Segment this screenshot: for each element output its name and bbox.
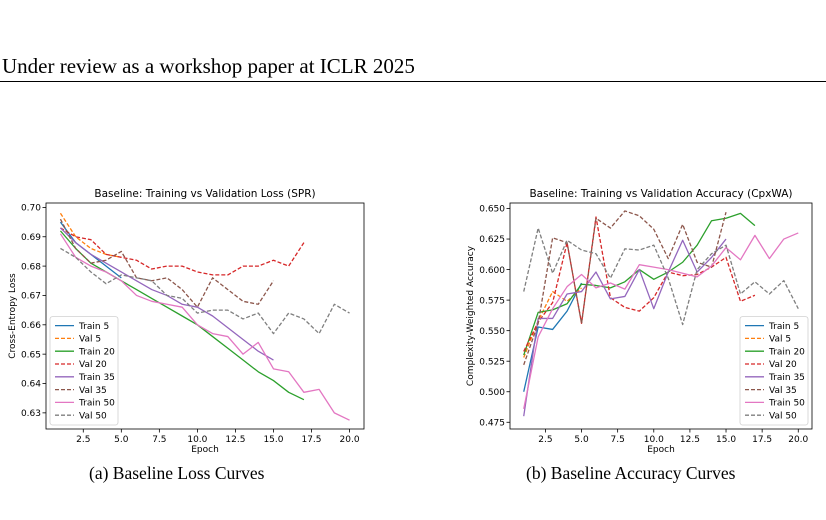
y-tick-label-acc-1: 0.500 (479, 388, 505, 398)
x-tick-label-loss-2: 7.5 (152, 435, 166, 445)
page-header: Under review as a workshop paper at ICLR… (2, 54, 415, 78)
series-line-loss-1 (59, 212, 122, 258)
x-tick-label-acc-0: 2.5 (538, 435, 552, 445)
y-tick-label-loss-6: 0.69 (21, 233, 41, 243)
legend-label-loss-5: Val 35 (79, 386, 107, 396)
legend-box-loss (49, 316, 119, 426)
x-tick-label-acc-5: 15.0 (716, 435, 736, 445)
y-tick-label-acc-5: 0.600 (479, 266, 505, 276)
legend-label-loss-1: Val 5 (79, 335, 101, 345)
x-tick-label-loss-7: 20.0 (340, 435, 360, 445)
x-tick-label-acc-4: 12.5 (680, 435, 700, 445)
x-axis-label-loss: Epoch (191, 445, 219, 455)
legend-label-acc-3: Val 20 (769, 360, 797, 370)
legend-label-acc-7: Val 50 (769, 411, 797, 421)
y-tick-label-acc-2: 0.525 (479, 357, 505, 367)
legend-label-acc-5: Val 35 (769, 386, 797, 396)
y-tick-label-acc-3: 0.550 (479, 327, 505, 337)
y-axis-label-acc: Complexity-Weighted Accuracy (466, 245, 476, 386)
series-line-acc-6 (523, 232, 799, 409)
chart-loss: 2.5 5.0 7.5 10.0 12.5 15.0 17.5 20.0 0.63 0.64 0.6… (8, 188, 365, 455)
series-line-acc-7 (523, 227, 799, 326)
x-tick-label-loss-5: 15.0 (263, 435, 283, 445)
header-rule (0, 81, 826, 82)
series-line-acc-3 (523, 216, 756, 352)
series-line-acc-0 (523, 282, 583, 392)
chart-acc: 2.5 5.0 7.5 10.0 12.5 15.0 17.5 20.0 0.475 0.500 0… (466, 188, 813, 455)
y-tick-label-loss-3: 0.66 (21, 321, 41, 331)
x-axis-label-acc: Epoch (647, 445, 675, 455)
y-tick-label-loss-0: 0.63 (21, 409, 41, 419)
series-line-loss-5 (59, 218, 275, 308)
legend-label-loss-3: Val 20 (79, 360, 107, 370)
legend-label-loss-7: Val 50 (79, 411, 107, 421)
x-tick-label-loss-3: 10.0 (187, 435, 207, 445)
legend-box-acc (739, 316, 809, 426)
plot-frame-loss (45, 202, 365, 430)
y-tick-label-acc-4: 0.575 (479, 296, 505, 306)
legend-label-loss-0: Train 5 (78, 322, 109, 332)
y-tick-label-loss-7: 0.70 (21, 204, 41, 214)
legend-label-loss-6: Train 50 (78, 399, 115, 409)
x-tick-label-acc-1: 5.0 (574, 435, 589, 445)
series-line-loss-7 (60, 247, 350, 335)
x-tick-label-loss-6: 17.5 (301, 435, 321, 445)
series-line-acc-4 (523, 238, 727, 417)
legend-label-acc-6: Train 50 (768, 399, 805, 409)
y-tick-label-acc-7: 0.650 (479, 205, 505, 215)
legend-label-acc-1: Val 5 (769, 335, 791, 345)
plot-frame-acc (509, 202, 813, 430)
x-tick-label-loss-0: 2.5 (76, 435, 90, 445)
caption-left: (a) Baseline Loss Curves (89, 463, 265, 483)
legend-label-acc-2: Train 20 (768, 347, 805, 357)
series-line-loss-0 (59, 221, 122, 279)
x-tick-label-acc-6: 17.5 (752, 435, 772, 445)
legend-label-loss-2: Train 20 (78, 347, 115, 357)
y-tick-label-loss-1: 0.64 (21, 380, 41, 390)
series-line-acc-5 (523, 210, 727, 366)
x-tick-label-acc-7: 20.0 (788, 435, 808, 445)
legend-label-acc-4: Train 35 (768, 373, 805, 383)
y-tick-label-loss-2: 0.65 (21, 350, 41, 360)
y-tick-label-acc-6: 0.625 (479, 235, 505, 245)
legend-label-loss-4: Train 35 (78, 373, 115, 383)
series-line-loss-2 (59, 230, 305, 401)
y-tick-label-loss-5: 0.68 (21, 262, 41, 272)
series-line-loss-3 (60, 227, 305, 276)
y-axis-label-loss: Cross-Entropy Loss (8, 273, 18, 359)
caption-right: (b) Baseline Accuracy Curves (526, 463, 736, 483)
chart-title-acc: Baseline: Training vs Validation Accurac… (529, 188, 792, 200)
chart-title-loss: Baseline: Training vs Validation Loss (S… (94, 188, 315, 200)
x-tick-label-loss-4: 12.5 (225, 435, 245, 445)
x-tick-label-loss-1: 5.0 (114, 435, 129, 445)
x-tick-label-acc-3: 10.0 (644, 435, 664, 445)
x-tick-label-acc-2: 7.5 (610, 435, 624, 445)
y-tick-label-loss-4: 0.67 (21, 292, 41, 302)
series-line-acc-1 (523, 287, 582, 358)
series-line-loss-6 (59, 233, 350, 421)
y-tick-label-acc-0: 0.475 (479, 418, 505, 428)
legend-label-acc-0: Train 5 (768, 322, 799, 332)
